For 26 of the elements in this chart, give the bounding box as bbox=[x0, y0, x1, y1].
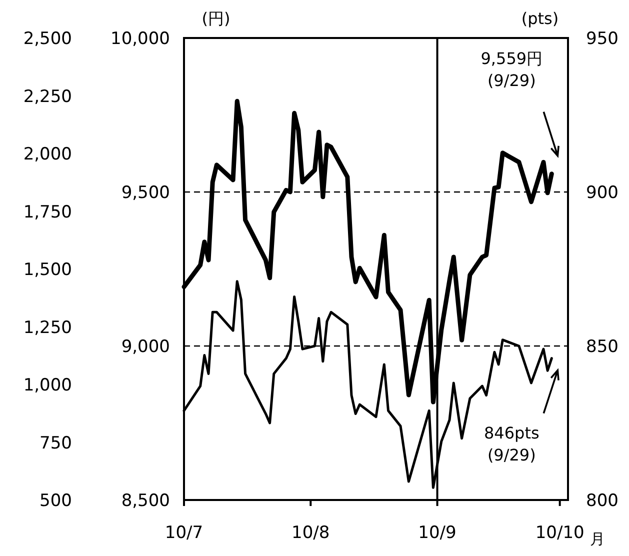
annotation: 846pts (9/29) bbox=[484, 423, 540, 464]
y2-axis-title: (pts) bbox=[521, 9, 559, 28]
y-tick-label: 9,500 bbox=[121, 183, 170, 203]
y-tick-label: 9,000 bbox=[121, 337, 170, 357]
y2-tick-label: 950 bbox=[586, 29, 618, 49]
x-tick-label: 10/10 bbox=[535, 523, 584, 543]
y3-tick-label: 1,500 bbox=[23, 260, 72, 280]
x-axis-title: 月 bbox=[590, 530, 605, 548]
y3-tick-label: 2,250 bbox=[23, 86, 72, 107]
y3-tick-label: 2,000 bbox=[23, 144, 72, 164]
y-tick-label: 8,500 bbox=[121, 491, 170, 511]
y3-tick-label: 500 bbox=[40, 491, 72, 511]
y-tick-label: 10,000 bbox=[110, 29, 170, 49]
y2-tick-label: 900 bbox=[586, 183, 618, 203]
y2-tick-label: 850 bbox=[586, 337, 618, 357]
y3-tick-label: 1,250 bbox=[23, 318, 72, 338]
y2-tick-label: 800 bbox=[586, 491, 618, 511]
y-axis-title: (円) bbox=[202, 9, 230, 28]
y3-tick-label: 750 bbox=[40, 433, 72, 454]
x-tick-label: 10/8 bbox=[292, 523, 330, 543]
y3-tick-label: 1,750 bbox=[23, 202, 72, 222]
y3-tick-label: 2,500 bbox=[23, 29, 72, 49]
x-tick-label: 10/7 bbox=[164, 523, 204, 543]
annotation: 9,559円 (9/29) bbox=[480, 48, 543, 90]
y3-tick-label: 1,000 bbox=[23, 376, 72, 396]
x-tick-label: 10/9 bbox=[418, 523, 456, 543]
